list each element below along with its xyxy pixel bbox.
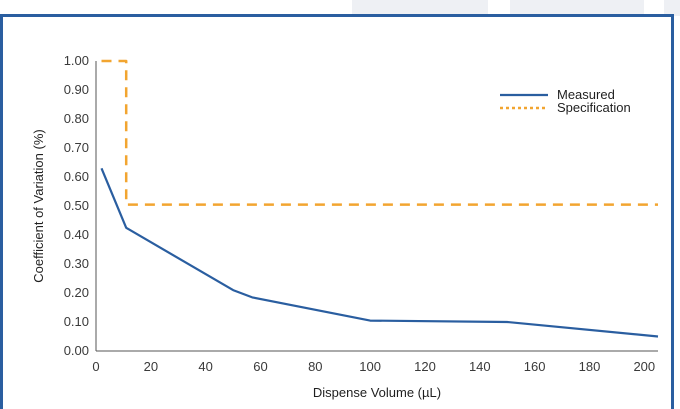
y-tick-labels: 0.00 0.10 0.20 0.30 0.40 0.50 0.60 0.70 0.80 0.90…	[64, 53, 89, 358]
y-tick-label: 0.30	[64, 256, 89, 271]
y-tick-label: 0.70	[64, 140, 89, 155]
chart-axes	[95, 61, 658, 352]
legend-label-specification: Specification	[557, 100, 631, 115]
x-axis-title: Dispense Volume (µL)	[313, 385, 441, 400]
y-axis-title: Coefficient of Variation (%)	[31, 129, 46, 282]
y-tick-label: 0.40	[64, 227, 89, 242]
x-tick-label: 120	[414, 359, 436, 374]
y-tick-label: 0.20	[64, 285, 89, 300]
x-tick-label: 20	[144, 359, 158, 374]
x-tick-labels: 0 20 40 60 80 100 120 140 160 180 200	[92, 359, 655, 374]
x-tick-label: 140	[469, 359, 491, 374]
x-tick-label: 60	[253, 359, 267, 374]
x-tick-label: 200	[633, 359, 655, 374]
x-tick-label: 40	[198, 359, 212, 374]
y-tick-label: 0.90	[64, 82, 89, 97]
x-tick-label: 100	[359, 359, 381, 374]
x-tick-label: 80	[308, 359, 322, 374]
background-tab	[664, 0, 680, 16]
background-tab	[510, 0, 644, 16]
x-tick-label: 160	[524, 359, 546, 374]
y-tick-label: 0.00	[64, 343, 89, 358]
y-tick-label: 1.00	[64, 53, 89, 68]
specification-series-line	[101, 59, 658, 206]
y-tick-label: 0.80	[64, 111, 89, 126]
x-tick-label: 0	[92, 359, 99, 374]
x-tick-label: 180	[579, 359, 601, 374]
y-tick-label: 0.60	[64, 169, 89, 184]
series-layer	[100, 59, 659, 338]
measured-series-line	[100, 167, 659, 338]
chart-frame	[0, 14, 674, 409]
y-tick-label: 0.10	[64, 314, 89, 329]
legend-label-measured: Measured	[557, 87, 615, 102]
y-tick-label: 0.50	[64, 198, 89, 213]
background-tab	[352, 0, 488, 16]
